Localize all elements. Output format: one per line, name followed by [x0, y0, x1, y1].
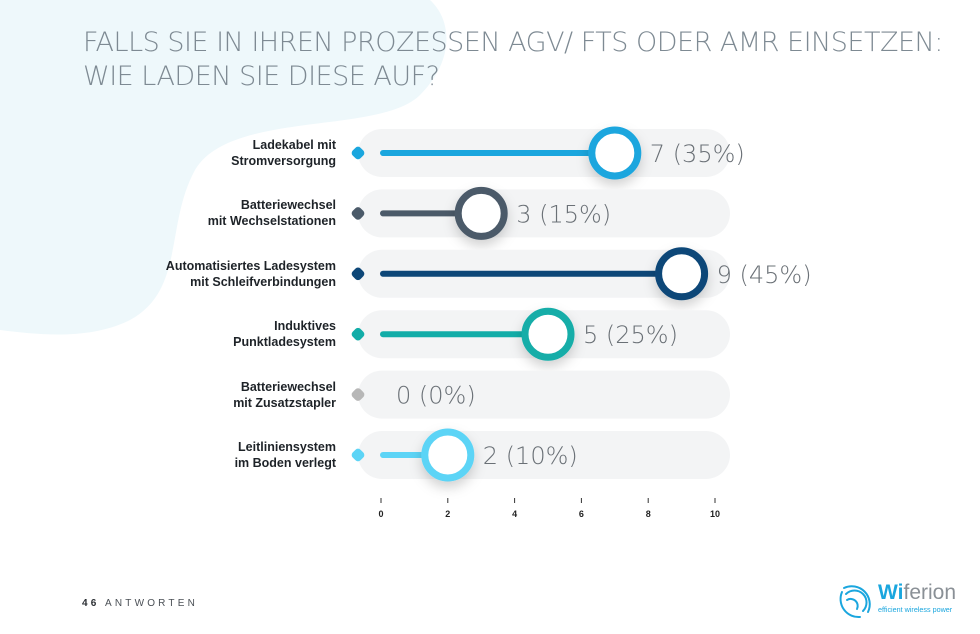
series-marker	[351, 327, 365, 341]
category-label-line1: Batteriewechsel	[240, 198, 336, 213]
logo-tagline: efficient wireless power	[878, 605, 953, 614]
category-label: Leitliniensystem im Boden verlegt	[96, 439, 336, 471]
value-label: 0 (0%)	[396, 382, 476, 410]
category-label: Induktives Punktladesystem	[96, 318, 336, 350]
series-marker	[351, 207, 365, 220]
bar-knob	[588, 126, 642, 180]
response-count-label: ANTWORTEN	[104, 598, 199, 609]
category-label: Ladekabel mit Stromversorgung	[96, 137, 336, 169]
category-label-line1: Automatisiertes Ladesystem	[165, 258, 336, 273]
x-tick-label: 10	[710, 509, 720, 519]
category-label-line1: Ladekabel mit	[252, 138, 336, 152]
logo-wordmark-prefix: Wi	[878, 581, 904, 604]
category-label-line1: Leitliniensystem	[238, 440, 336, 454]
title-line-1: FALLS SIE IN IHREN PROZESSEN AGV/ FTS OD…	[83, 27, 943, 58]
value-label: 5 (25%)	[583, 321, 678, 349]
bar-track	[358, 370, 730, 419]
x-tick-label: 6	[579, 509, 584, 519]
series-marker	[351, 146, 365, 160]
title-line-2: WIE LADEN SIE DIESE AUF?	[83, 61, 440, 92]
bar-knob	[521, 307, 575, 361]
chart-row: 0 (0%)	[351, 370, 730, 419]
category-label-line1: Induktives	[274, 319, 336, 334]
category-label-line2: mit Schleifverbindungen	[190, 274, 336, 289]
value-label: 3 (15%)	[516, 200, 611, 228]
chart-row: 9 (45%)	[351, 247, 812, 301]
logo-wordmark-suffix: ferion	[903, 581, 957, 604]
category-label: Batteriewechsel mit Zusatzstapler	[96, 379, 336, 411]
category-label-line2: im Boden verlegt	[234, 456, 336, 470]
chart-row: 7 (35%)	[351, 126, 745, 180]
value-label: 2 (10%)	[483, 442, 578, 470]
response-count: 46 ANTWORTEN	[82, 598, 198, 609]
x-tick-label: 0	[378, 509, 383, 519]
value-label: 7 (35%)	[650, 140, 745, 168]
logo-wordmark: Wiferion	[878, 581, 956, 605]
x-tick-label: 2	[445, 509, 450, 519]
page-title: FALLS SIE IN IHREN PROZESSEN AGV/ FTS OD…	[83, 26, 943, 94]
series-marker	[351, 388, 365, 401]
category-label-line1: Batteriewechsel	[240, 379, 336, 394]
category-label-line2: Stromversorgung	[231, 154, 336, 168]
category-label: Automatisiertes Ladesystem mit Schleifver…	[96, 258, 336, 290]
chart-row: 5 (25%)	[351, 307, 730, 361]
category-label-line2: mit Zusatzstapler	[233, 395, 336, 410]
wireless-waves-icon	[839, 585, 871, 619]
wiferion-logo: Wiferion efficient wireless power	[838, 580, 968, 620]
chart-row: 3 (15%)	[351, 186, 730, 240]
x-tick-label: 8	[646, 509, 651, 519]
category-label-line2: Punktladesystem	[233, 335, 336, 350]
background-blob-shape	[0, 0, 447, 335]
x-tick-label: 4	[512, 509, 517, 519]
category-label-line2: mit Wechselstationen	[207, 214, 336, 229]
value-label: 9 (45%)	[717, 261, 812, 289]
series-marker	[351, 267, 365, 281]
series-marker	[351, 448, 365, 462]
bar-knob	[655, 247, 709, 301]
bar-track	[358, 189, 730, 238]
chart-row: 2 (10%)	[351, 428, 730, 482]
category-label: Batteriewechsel mit Wechselstationen	[96, 197, 336, 229]
bar-knob	[421, 428, 475, 482]
response-count-number: 46	[82, 598, 100, 609]
bar-knob	[454, 186, 508, 240]
